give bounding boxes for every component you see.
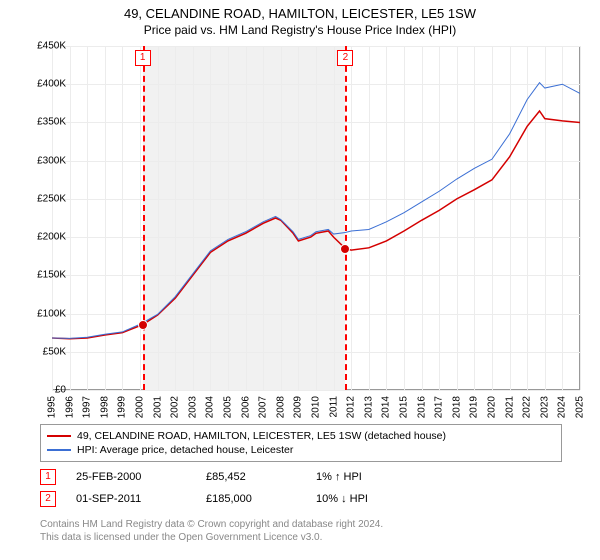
line-series-svg — [52, 46, 580, 390]
xtick-label: 2002 — [170, 396, 181, 418]
xtick-label: 2022 — [522, 396, 533, 418]
legend-row: HPI: Average price, detached house, Leic… — [47, 443, 555, 457]
xtick-label: 1998 — [99, 396, 110, 418]
xtick-label: 1996 — [64, 396, 75, 418]
ytick-label: £100K — [37, 308, 66, 319]
ytick-label: £200K — [37, 232, 66, 243]
chart-title: 49, CELANDINE ROAD, HAMILTON, LEICESTER,… — [0, 6, 600, 21]
ytick-label: £400K — [37, 79, 66, 90]
ytick-label: £450K — [37, 41, 66, 52]
xtick-label: 1997 — [82, 396, 93, 418]
transaction-row: 2 01-SEP-2011 £185,000 10% ↓ HPI — [40, 488, 562, 510]
xtick-label: 2011 — [328, 396, 339, 418]
xtick-label: 2013 — [363, 396, 374, 418]
xtick-label: 2015 — [399, 396, 410, 418]
flag-icon: 1 — [135, 50, 151, 66]
xtick-label: 2019 — [469, 396, 480, 418]
xtick-label: 2017 — [434, 396, 445, 418]
ytick-label: £250K — [37, 193, 66, 204]
transaction-date: 25-FEB-2000 — [76, 471, 186, 483]
xtick-label: 2018 — [451, 396, 462, 418]
xtick-label: 2025 — [575, 396, 586, 418]
footer-line: Contains HM Land Registry data © Crown c… — [40, 518, 562, 531]
legend-row: 49, CELANDINE ROAD, HAMILTON, LEICESTER,… — [47, 429, 555, 443]
xtick-label: 2000 — [135, 396, 146, 418]
chart-container: 49, CELANDINE ROAD, HAMILTON, LEICESTER,… — [0, 0, 600, 560]
xtick-label: 1995 — [47, 396, 58, 418]
transaction-date: 01-SEP-2011 — [76, 493, 186, 505]
xtick-label: 2010 — [311, 396, 322, 418]
footer-line: This data is licensed under the Open Gov… — [40, 531, 562, 544]
xtick-label: 2004 — [205, 396, 216, 418]
title-block: 49, CELANDINE ROAD, HAMILTON, LEICESTER,… — [0, 0, 600, 37]
transaction-pct: 10% ↓ HPI — [316, 493, 426, 505]
chart-subtitle: Price paid vs. HM Land Registry's House … — [0, 23, 600, 37]
xtick-label: 2023 — [539, 396, 550, 418]
transaction-price: £85,452 — [206, 471, 296, 483]
ytick-label: £300K — [37, 155, 66, 166]
series-line-price_paid — [52, 111, 580, 339]
ytick-label: £350K — [37, 117, 66, 128]
ytick-label: £0 — [55, 385, 66, 396]
xtick-label: 2008 — [275, 396, 286, 418]
xtick-label: 2001 — [152, 396, 163, 418]
legend-swatch — [47, 449, 71, 451]
footer-attribution: Contains HM Land Registry data © Crown c… — [40, 518, 562, 544]
xtick-label: 2024 — [557, 396, 568, 418]
xtick-label: 2021 — [504, 396, 515, 418]
transaction-pct: 1% ↑ HPI — [316, 471, 426, 483]
xtick-label: 1999 — [117, 396, 128, 418]
legend: 49, CELANDINE ROAD, HAMILTON, LEICESTER,… — [40, 424, 562, 462]
plot-area: 12 — [52, 46, 580, 390]
xtick-label: 2009 — [293, 396, 304, 418]
xtick-label: 2007 — [258, 396, 269, 418]
transaction-flag: 1 — [40, 469, 56, 485]
legend-swatch — [47, 435, 71, 437]
data-marker — [138, 320, 148, 330]
data-marker — [340, 244, 350, 254]
legend-label: HPI: Average price, detached house, Leic… — [77, 444, 293, 456]
xtick-label: 2020 — [487, 396, 498, 418]
xtick-label: 2003 — [187, 396, 198, 418]
xtick-label: 2005 — [223, 396, 234, 418]
xtick-label: 2014 — [381, 396, 392, 418]
legend-label: 49, CELANDINE ROAD, HAMILTON, LEICESTER,… — [77, 430, 446, 442]
transaction-rows: 1 25-FEB-2000 £85,452 1% ↑ HPI 2 01-SEP-… — [40, 466, 562, 510]
transaction-row: 1 25-FEB-2000 £85,452 1% ↑ HPI — [40, 466, 562, 488]
transaction-price: £185,000 — [206, 493, 296, 505]
xtick-label: 2006 — [240, 396, 251, 418]
ytick-label: £150K — [37, 270, 66, 281]
transaction-flag: 2 — [40, 491, 56, 507]
series-line-hpi — [52, 83, 580, 339]
xtick-label: 2012 — [346, 396, 357, 418]
xtick-label: 2016 — [416, 396, 427, 418]
ytick-label: £50K — [43, 346, 66, 357]
flag-icon: 2 — [337, 50, 353, 66]
